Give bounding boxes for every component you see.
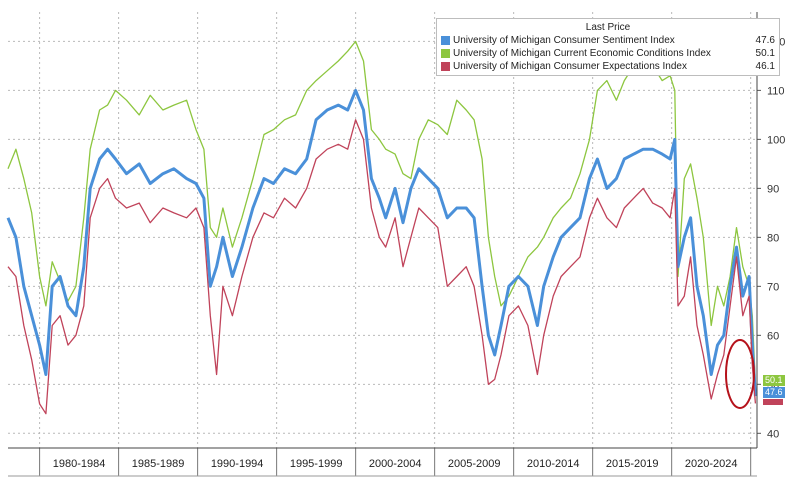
legend-swatch-expectations [441,62,450,71]
x-tick-label: 2015-2019 [606,458,659,470]
x-tick-label: 1980-1984 [53,458,106,470]
y-tick-label: 90 [767,183,779,195]
legend-label-sentiment: University of Michigan Consumer Sentimen… [453,35,675,46]
grid-lines [8,12,757,448]
legend-swatch-sentiment [441,36,450,45]
axis-layer: 4050607080901001101201980-19841985-19891… [8,12,785,477]
legend-value-current: 50.1 [755,48,775,59]
legend-header: Last Price [585,22,631,33]
legend-value-expectations: 46.1 [755,61,775,72]
legend-item-current: University of Michigan Current Economic … [437,47,779,60]
x-tick-label: 2020-2024 [685,458,738,470]
legend-label-current: University of Michigan Current Economic … [453,48,711,59]
series-line-current-conditions [7,40,757,384]
series-line-sentiment [6,88,757,397]
last-value-tag-sentiment: 47.6 [763,387,785,398]
y-tick-label: 70 [767,281,779,293]
x-tick-label: 2005-2009 [448,458,501,470]
x-tick-label: 2010-2014 [527,458,580,470]
series-line-expectations [7,119,757,415]
x-tick-label: 1990-1994 [211,458,264,470]
y-tick-label: 40 [767,428,779,440]
x-tick-label: 1995-1999 [290,458,343,470]
legend-item-sentiment: University of Michigan Consumer Sentimen… [437,34,779,47]
legend-swatch-current [441,49,450,58]
legend-item-expectations: University of Michigan Consumer Expectat… [437,60,779,73]
series-layer [6,40,757,415]
y-tick-label: 100 [767,134,785,146]
last-value-tag-current: 50.1 [763,375,785,386]
legend-label-expectations: University of Michigan Consumer Expectat… [453,61,687,72]
legend-value-sentiment: 47.6 [755,35,775,46]
y-tick-label: 80 [767,232,779,244]
x-tick-label: 2000-2004 [369,458,422,470]
legend: Last Price University of Michigan Consum… [436,18,780,76]
last-value-tag-expectations [763,399,783,405]
x-tick-label: 1985-1989 [132,458,185,470]
y-tick-label: 60 [767,330,779,342]
y-tick-label: 110 [767,85,785,97]
highlight-ellipse [725,339,755,409]
